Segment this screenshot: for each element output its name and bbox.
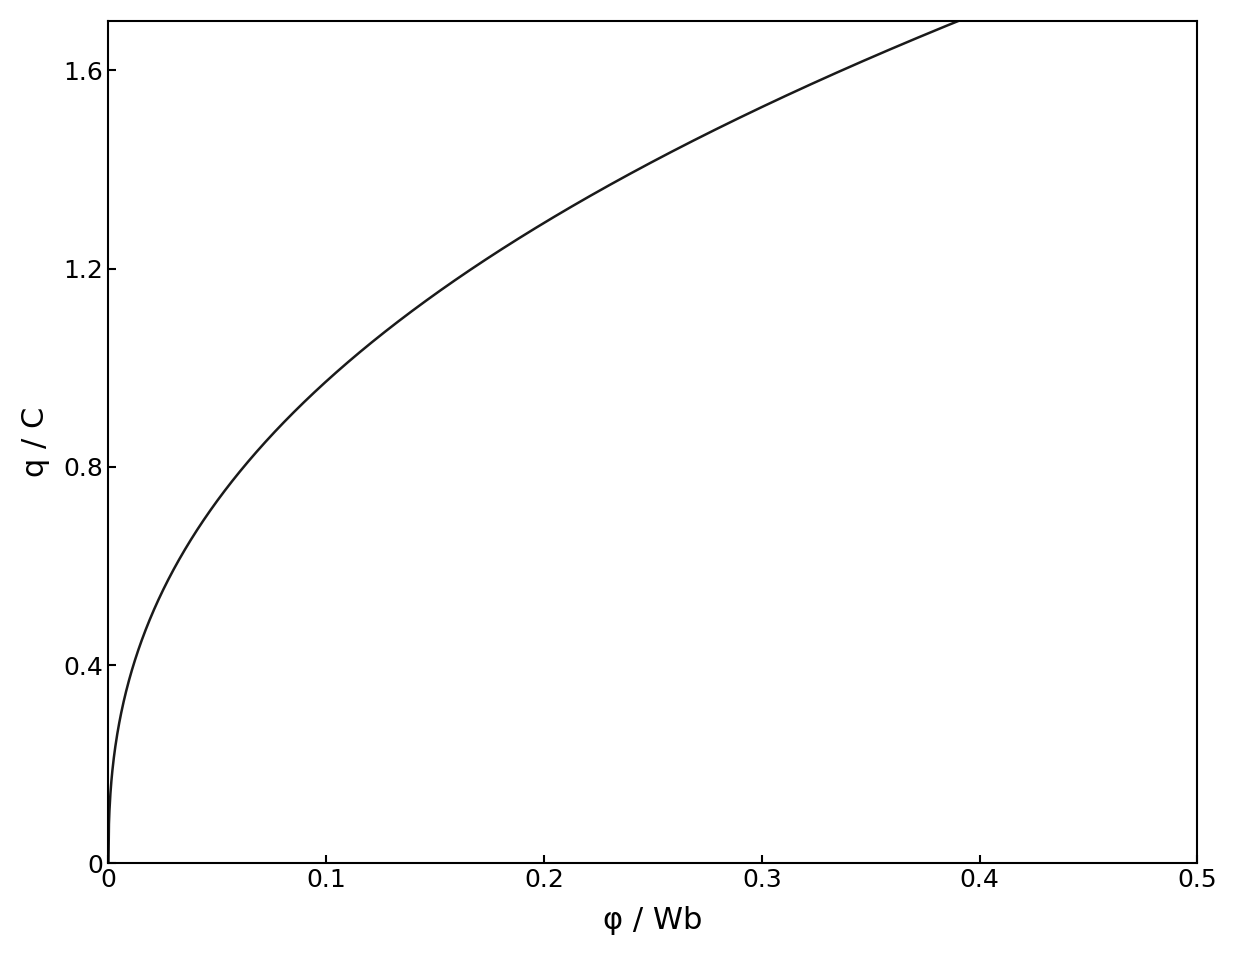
Y-axis label: q / C: q / C: [21, 407, 50, 477]
X-axis label: φ / Wb: φ / Wb: [603, 906, 703, 935]
